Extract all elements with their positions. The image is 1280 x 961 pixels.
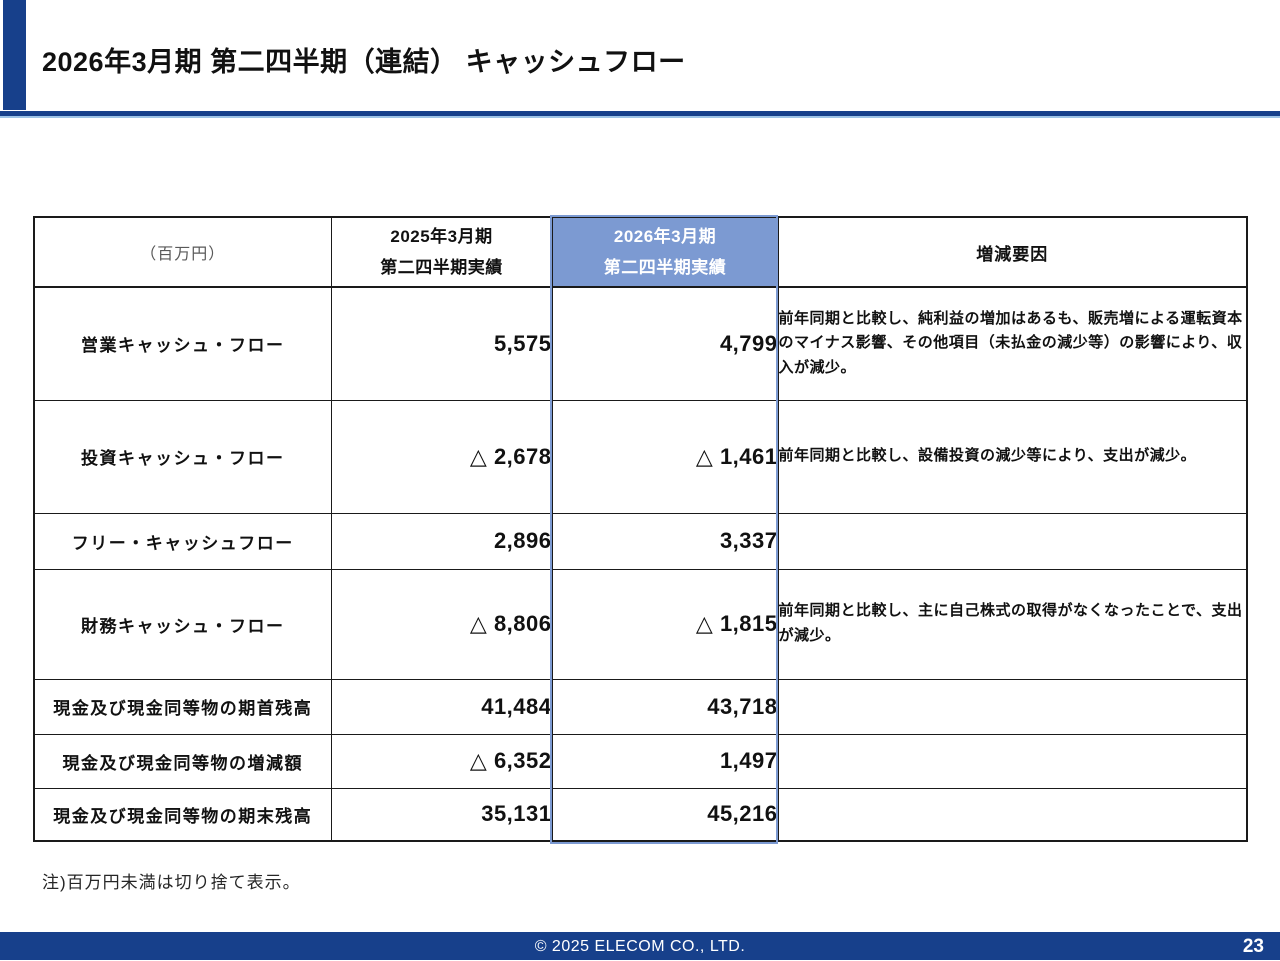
row-label: 現金及び現金同等物の増減額 [33, 733, 332, 789]
factor-text: 前年同期と比較し、主に自己株式の取得がなくなったことで、支出が減少。 [777, 568, 1248, 680]
curr-period-line1: 2026年3月期 [613, 226, 717, 246]
table-header-row: （百万円） 2025年3月期 第二四半期実績 2026年3月期 第二四半期実績 … [33, 216, 1248, 288]
factor-text: 前年同期と比較し、純利益の増加はあるも、販売増による運転資本のマイナス影響、その… [777, 286, 1248, 401]
row-label: 現金及び現金同等物の期末残高 [33, 787, 332, 842]
table-row-cash-ending: 現金及び現金同等物の期末残高 35,131 45,216 [33, 787, 1248, 842]
factor-text [777, 512, 1248, 570]
table-row-operating-cf: 営業キャッシュ・フロー 5,575 4,799 前年同期と比較し、純利益の増加は… [33, 286, 1248, 401]
title-accent-bar [3, 0, 26, 110]
curr-value: 45,216 [551, 787, 779, 842]
curr-period-line2: 第二四半期実績 [603, 258, 727, 277]
factor-text [777, 787, 1248, 842]
curr-value: 4,799 [551, 286, 779, 401]
prev-value: △ 2,678 [330, 399, 553, 514]
table-row-free-cf: フリー・キャッシュフロー 2,896 3,337 [33, 512, 1248, 570]
factor-header-cell: 増減要因 [777, 216, 1248, 288]
prev-period-header-cell: 2025年3月期 第二四半期実績 [330, 216, 553, 288]
unit-header-cell: （百万円） [33, 216, 332, 288]
copyright-text: © 2025 ELECOM CO., LTD. [534, 938, 746, 955]
factor-text [777, 678, 1248, 735]
curr-value: △ 1,461 [551, 399, 779, 514]
row-label: 財務キャッシュ・フロー [33, 568, 332, 680]
prev-value: 35,131 [330, 787, 553, 842]
table-row-cash-change: 現金及び現金同等物の増減額 △ 6,352 1,497 [33, 733, 1248, 789]
prev-value: 5,575 [330, 286, 553, 401]
table-row-financing-cf: 財務キャッシュ・フロー △ 8,806 △ 1,815 前年同期と比較し、主に自… [33, 568, 1248, 680]
prev-value: △ 8,806 [330, 568, 553, 680]
row-label: 投資キャッシュ・フロー [33, 399, 332, 514]
footnote: 注)百万円未満は切り捨て表示。 [42, 873, 301, 892]
curr-period-header-cell: 2026年3月期 第二四半期実績 [551, 216, 779, 288]
prev-value: 41,484 [330, 678, 553, 735]
prev-period-line1: 2025年3月期 [390, 226, 493, 246]
curr-value: 1,497 [551, 733, 779, 789]
cashflow-table: （百万円） 2025年3月期 第二四半期実績 2026年3月期 第二四半期実績 … [33, 216, 1248, 842]
footer-bar: © 2025 ELECOM CO., LTD. 23 [0, 932, 1280, 960]
prev-value: △ 6,352 [330, 733, 553, 789]
cashflow-table-container: （百万円） 2025年3月期 第二四半期実績 2026年3月期 第二四半期実績 … [33, 215, 1248, 844]
title-underline-rule [0, 111, 1280, 118]
table-row-cash-beginning: 現金及び現金同等物の期首残高 41,484 43,718 [33, 678, 1248, 735]
table-row-investing-cf: 投資キャッシュ・フロー △ 2,678 △ 1,461 前年同期と比較し、設備投… [33, 399, 1248, 514]
curr-value: 43,718 [551, 678, 779, 735]
page-number: 23 [1242, 936, 1264, 957]
row-label: 営業キャッシュ・フロー [33, 286, 332, 401]
factor-text [777, 733, 1248, 789]
page-title: 2026年3月期 第二四半期（連結） キャッシュフロー [42, 47, 686, 77]
curr-value: 3,337 [551, 512, 779, 570]
prev-period-line2: 第二四半期実績 [380, 258, 503, 277]
row-label: 現金及び現金同等物の期首残高 [33, 678, 332, 735]
curr-value: △ 1,815 [551, 568, 779, 680]
row-label: フリー・キャッシュフロー [33, 512, 332, 570]
prev-value: 2,896 [330, 512, 553, 570]
factor-text: 前年同期と比較し、設備投資の減少等により、支出が減少。 [777, 399, 1248, 514]
